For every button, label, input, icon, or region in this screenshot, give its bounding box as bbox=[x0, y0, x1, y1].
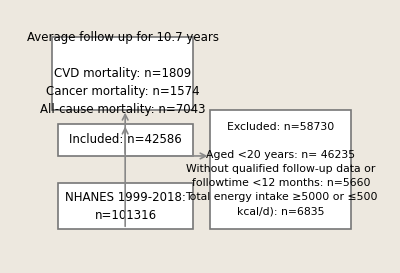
Bar bbox=[52, 37, 193, 110]
Text: NHANES 1999-2018:
n=101316: NHANES 1999-2018: n=101316 bbox=[65, 191, 186, 221]
Text: Included: n=42586: Included: n=42586 bbox=[69, 133, 182, 146]
Text: Excluded: n=58730

Aged <20 years: n= 46235
Without qualified follow-up data or
: Excluded: n=58730 Aged <20 years: n= 462… bbox=[185, 122, 377, 216]
Bar bbox=[58, 124, 193, 156]
Bar bbox=[58, 183, 193, 229]
Bar bbox=[210, 110, 352, 229]
Text: Average follow up for 10.7 years

CVD mortality: n=1809
Cancer mortality: n=1574: Average follow up for 10.7 years CVD mor… bbox=[27, 31, 219, 116]
